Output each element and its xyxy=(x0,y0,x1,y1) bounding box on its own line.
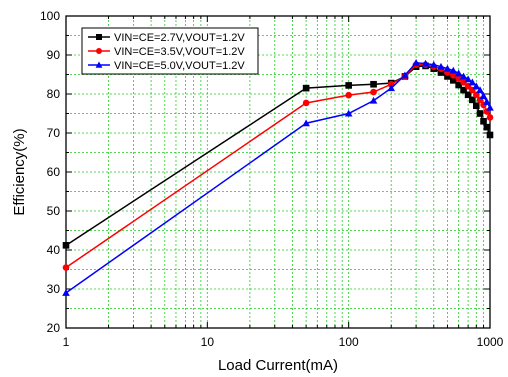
data-point xyxy=(486,103,494,111)
data-point xyxy=(455,75,462,82)
legend-label: VIN=CE=5.0V,VOUT=1.2V xyxy=(114,60,245,72)
y-tick-label: 60 xyxy=(47,165,61,179)
data-point xyxy=(483,123,491,131)
y-axis-title: Efficiency(%) xyxy=(11,128,28,215)
y-tick-label: 20 xyxy=(47,321,61,335)
series-3 xyxy=(62,59,494,296)
data-point xyxy=(460,86,467,94)
data-point xyxy=(455,81,462,89)
data-point xyxy=(421,59,430,67)
series-group xyxy=(62,59,494,296)
data-point xyxy=(437,62,445,70)
data-point xyxy=(464,91,472,99)
x-axis-title: Load Current(mA) xyxy=(218,357,338,374)
series-2 xyxy=(62,61,494,271)
y-tick-label: 80 xyxy=(47,87,61,101)
data-point xyxy=(469,96,476,104)
data-point xyxy=(387,84,396,92)
data-point xyxy=(344,109,353,117)
legend-label: VIN=CE=2.7V,VOUT=1.2V xyxy=(114,32,245,44)
data-point xyxy=(468,78,477,86)
x-tick-label: 1000 xyxy=(477,335,504,349)
data-point xyxy=(429,60,438,68)
data-point xyxy=(302,119,310,127)
data-point xyxy=(370,80,377,88)
legend-marker xyxy=(95,61,103,68)
data-point xyxy=(369,96,378,104)
data-point xyxy=(62,264,70,271)
legend-box xyxy=(81,27,259,75)
data-point xyxy=(401,71,409,79)
legend-marker xyxy=(96,48,102,54)
data-point xyxy=(454,69,463,77)
data-point xyxy=(345,82,352,89)
data-point xyxy=(444,73,451,80)
data-point xyxy=(62,242,70,249)
data-point xyxy=(302,99,310,107)
y-tick-label: 100 xyxy=(40,9,60,23)
data-point xyxy=(486,114,494,121)
data-point xyxy=(62,289,70,296)
legend-entry: VIN=CE=3.5V,VOUT=1.2V xyxy=(88,46,245,58)
data-point xyxy=(459,72,468,80)
data-point xyxy=(302,84,310,92)
y-tick-label: 30 xyxy=(47,282,61,296)
legend: VIN=CE=2.7V,VOUT=1.2V VIN=CE=3.5V,VOUT=1.… xyxy=(81,27,259,75)
x-tick-label: 10 xyxy=(201,335,215,349)
series-line xyxy=(65,62,491,294)
data-point xyxy=(486,131,494,139)
data-point xyxy=(479,92,488,99)
data-point xyxy=(412,59,420,66)
data-point xyxy=(472,82,481,90)
x-tick-label: 1 xyxy=(63,335,70,349)
data-point xyxy=(437,69,445,76)
data-point xyxy=(480,118,487,125)
legend-entry: VIN=CE=2.7V,VOUT=1.2V xyxy=(88,32,245,44)
y-tick-label: 50 xyxy=(47,204,61,218)
data-point xyxy=(443,64,452,72)
data-point xyxy=(449,66,458,74)
data-point xyxy=(345,91,352,99)
data-point xyxy=(450,77,457,84)
data-point xyxy=(476,86,484,94)
data-point xyxy=(464,75,472,83)
series-line xyxy=(65,65,491,246)
data-point xyxy=(476,110,484,117)
x-tick-label: 100 xyxy=(339,335,359,349)
legend-label: VIN=CE=3.5V,VOUT=1.2V xyxy=(114,46,245,58)
y-tick-label: 70 xyxy=(47,126,61,140)
legend-entries: VIN=CE=2.7V,VOUT=1.2V VIN=CE=3.5V,VOUT=1.… xyxy=(88,32,245,72)
data-point xyxy=(483,98,491,105)
data-point xyxy=(473,102,480,109)
series-line xyxy=(65,64,491,269)
legend-marker xyxy=(96,34,102,40)
y-tick-label: 40 xyxy=(47,243,61,257)
y-tick-label: 90 xyxy=(47,48,61,62)
data-point xyxy=(370,88,377,96)
series-1 xyxy=(62,62,494,249)
legend-entry: VIN=CE=5.0V,VOUT=1.2V xyxy=(88,60,245,72)
